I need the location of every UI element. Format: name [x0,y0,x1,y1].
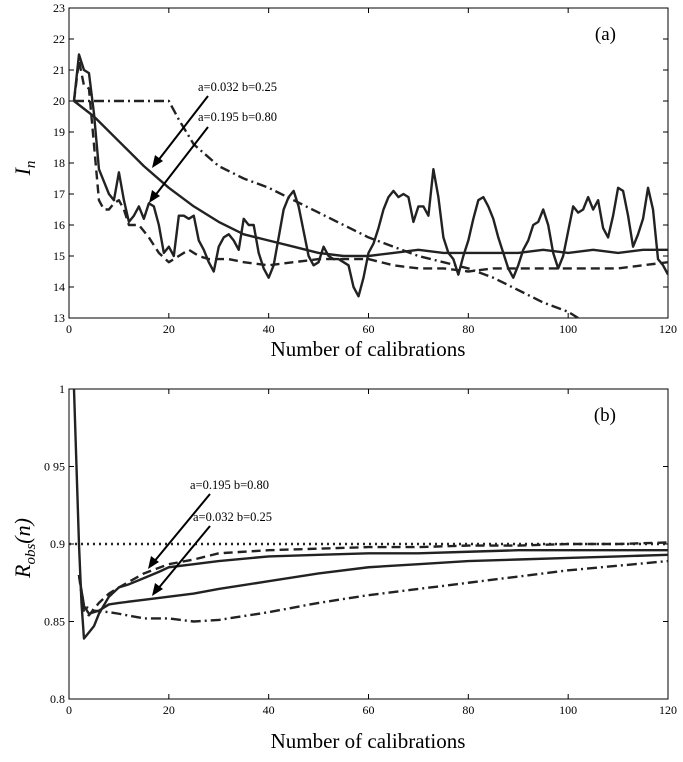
x-tick-label: 120 [659,322,677,336]
panel-b-y-axis-label: Robs(n) [10,518,39,579]
y-tick-label: 1 [59,382,65,396]
y-tick-label: 17 [53,187,65,201]
series-line-dash-dot [73,99,579,318]
series-line-solid [77,553,668,615]
svg-text:In: In [10,161,39,177]
panel-a-arrow-2 [153,126,209,198]
y-tick-label: 15 [53,249,65,263]
y-tick-label: 14 [53,280,65,294]
panel-a-arrow-1 [156,95,209,163]
x-tick-label: 60 [363,703,375,717]
panel-b-annotation-2: a=0.032 b=0.25 [193,510,272,524]
series-line-dash-dot [77,559,668,623]
y-tick-label: 18 [53,156,65,170]
panel-a-y-label-main: I [10,166,35,176]
y-tick-label: 13 [53,311,65,325]
series-line-solid-oscillating [72,53,668,298]
panel-b-x-axis-label: Number of calibrations [271,729,466,753]
panel-a-label: (a) [595,24,616,45]
panel-b-annotation-1: a=0.195 b=0.80 [190,478,269,492]
x-tick-label: 100 [559,322,577,336]
x-tick-label: 60 [363,322,375,336]
panel-b-label: (b) [594,405,616,426]
panel-b-y-label-paren: (n) [10,518,35,544]
panel-b-arrow-2 [156,525,211,591]
panel-a-y-label-sub: n [23,161,39,169]
x-tick-label: 40 [263,703,275,717]
x-tick-label: 20 [163,322,175,336]
x-tick-label: 100 [559,703,577,717]
x-tick-label: 80 [462,322,474,336]
y-tick-label: 0.9 [50,537,65,551]
panel-a-y-axis-label: In [10,161,39,177]
y-tick-label: 20 [53,94,65,108]
panel-a-annotation-1: a=0.032 b=0.25 [198,80,277,94]
panel-b: 0 20 40 60 80 100 120 0.8 0.85 0.9 0 95 1 (b) Numb… [10,382,677,753]
panel-b-arrow-1 [152,493,211,564]
series-line-dashed [72,59,668,273]
series-line-solid-smooth [73,100,668,258]
panel-b-y-label-main: R [10,564,35,579]
svg-text:Robs(n): Robs(n) [10,518,39,579]
x-tick-label: 20 [163,703,175,717]
y-tick-label: 0.85 [44,615,65,629]
x-tick-label: 120 [659,703,677,717]
panel-a-annotation-2: a=0.195 b=0.80 [198,110,277,124]
panel-a-arrowhead-1 [152,155,163,168]
y-tick-label: 19 [53,125,65,139]
x-tick-label: 40 [263,322,275,336]
y-tick-label: 0 95 [44,460,65,474]
y-tick-label: 21 [53,63,65,77]
panel-a: 0 20 40 60 80 100 120 13 14 15 16 17 18 19 20 21 22 23 (… [10,1,677,361]
panel-a-x-axis-label: Number of calibrations [271,337,466,361]
panel-b-arrowhead-2 [152,583,163,596]
x-tick-label: 0 [66,703,72,717]
panel-b-arrowhead-1 [148,556,159,569]
y-tick-label: 0.8 [50,692,65,706]
series-line-solid [72,389,668,640]
series-line-dashed [77,541,668,617]
x-tick-label: 80 [462,703,474,717]
y-tick-label: 23 [53,1,65,15]
x-tick-label: 0 [66,322,72,336]
y-tick-label: 16 [53,218,65,232]
y-tick-label: 22 [53,32,65,46]
panel-b-y-label-sub: obs [23,544,39,565]
panel-a-arrowhead-2 [149,190,160,203]
